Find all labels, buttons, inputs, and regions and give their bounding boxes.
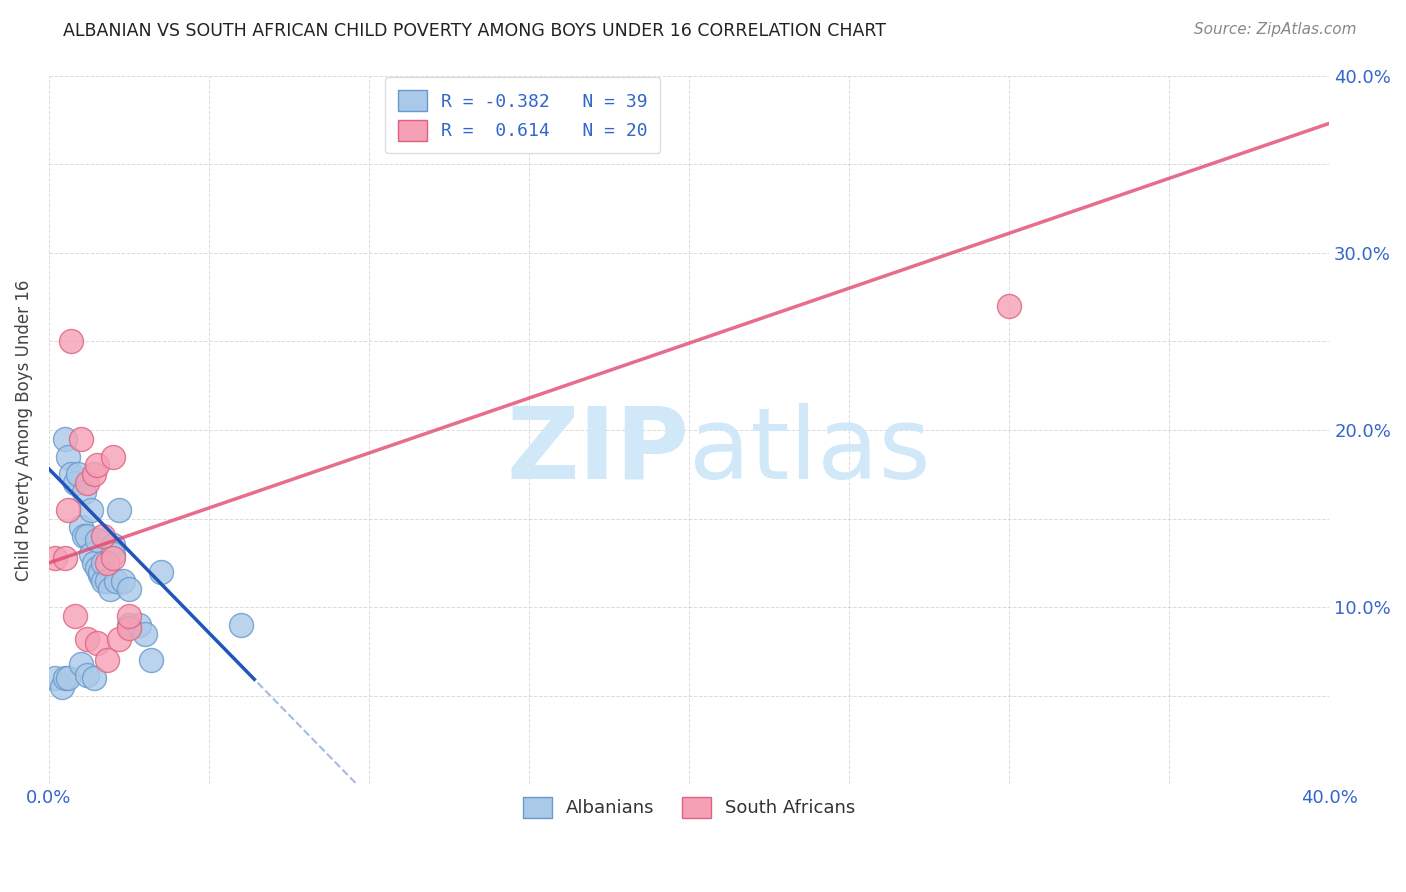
Point [118,582,141,597]
Point [89,565,111,579]
Point [73,529,96,543]
Point [83,556,105,570]
Point [70,657,93,671]
Point [44,550,66,565]
Y-axis label: Child Poverty Among Boys Under 16: Child Poverty Among Boys Under 16 [15,279,32,581]
Point [134,627,156,641]
Point [101,450,124,464]
Point [51,680,73,694]
Point [86,561,108,575]
Text: ZIP: ZIP [506,403,689,500]
Text: Source: ZipAtlas.com: Source: ZipAtlas.com [1194,22,1357,37]
Point [96,556,118,570]
Point [70,432,93,446]
Point [98,582,121,597]
Point [44,671,66,685]
Point [79,502,101,516]
Point [108,502,131,516]
Point [118,609,141,624]
Point [118,622,141,636]
Point [70,520,93,534]
Point [998,299,1021,313]
Point [56,450,79,464]
Point [56,671,79,685]
Point [63,476,86,491]
Point [93,529,115,543]
Point [60,334,83,349]
Point [60,467,83,482]
Point [105,574,128,588]
Point [229,618,252,632]
Point [89,568,111,582]
Point [66,467,89,482]
Point [118,618,141,632]
Point [86,533,108,547]
Point [83,671,105,685]
Point [79,547,101,561]
Point [76,667,98,681]
Point [53,550,76,565]
Point [108,632,131,646]
Point [93,574,115,588]
Point [76,529,98,543]
Point [93,556,115,570]
Point [56,502,79,516]
Point [53,671,76,685]
Point [101,538,124,552]
Point [86,635,108,649]
Point [141,653,163,667]
Point [96,653,118,667]
Point [86,458,108,473]
Point [101,547,124,561]
Point [150,565,173,579]
Point [63,609,86,624]
Text: ALBANIAN VS SOUTH AFRICAN CHILD POVERTY AMONG BOYS UNDER 16 CORRELATION CHART: ALBANIAN VS SOUTH AFRICAN CHILD POVERTY … [63,22,886,40]
Point [101,550,124,565]
Point [73,485,96,500]
Point [53,432,76,446]
Point [128,618,150,632]
Point [83,467,105,482]
Text: atlas: atlas [689,403,931,500]
Legend: Albanians, South Africans: Albanians, South Africans [516,789,863,825]
Point [111,574,134,588]
Point [96,574,118,588]
Point [76,632,98,646]
Point [76,476,98,491]
